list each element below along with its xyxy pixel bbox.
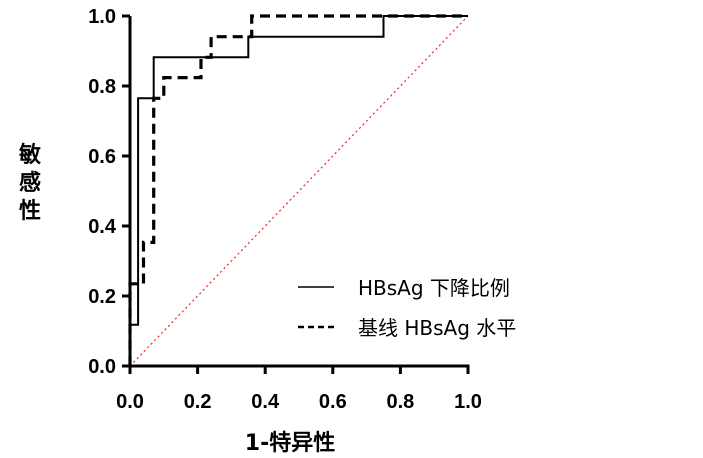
x-tick-label: 0.8 (386, 391, 414, 413)
x-tick-label: 0.6 (319, 391, 347, 413)
legend-label: 基线 HBsAg 水平 (358, 316, 516, 340)
axes (122, 14, 470, 374)
x-axis-title: 1-特异性 (245, 430, 335, 456)
y-tick-label: 0.4 (88, 216, 117, 238)
x-tick-label: 0.2 (184, 391, 212, 413)
y-tick-label: 0.8 (88, 76, 116, 98)
x-tick-label: 0.0 (116, 391, 144, 413)
y-axis-title-char: 性 (19, 199, 41, 224)
x-tick-label: 0.4 (251, 391, 280, 413)
x-tick-label: 1.0 (454, 391, 482, 413)
series-line-hbsag-decline (129, 15, 468, 366)
reference-diagonal-line (129, 15, 469, 367)
y-tick-label: 0.2 (88, 286, 116, 308)
tick-labels: 0.0 0.2 0.4 0.6 0.8 1.0 0.0 0.2 0.4 0.6 0.8 1.0 (88, 6, 482, 413)
y-axis-title: 敏感性 (18, 142, 41, 224)
y-tick-label: 0.0 (88, 356, 116, 378)
roc-curves (128, 14, 469, 367)
y-axis-title-char: 感 (19, 170, 41, 196)
y-tick-label: 0.6 (88, 146, 116, 168)
y-axis-title-char: 敏 (18, 142, 41, 168)
series-line-baseline-hbsag (128, 14, 468, 366)
legend-label: HBsAg 下降比例 (358, 276, 510, 300)
y-tick-label: 1.0 (88, 6, 116, 28)
